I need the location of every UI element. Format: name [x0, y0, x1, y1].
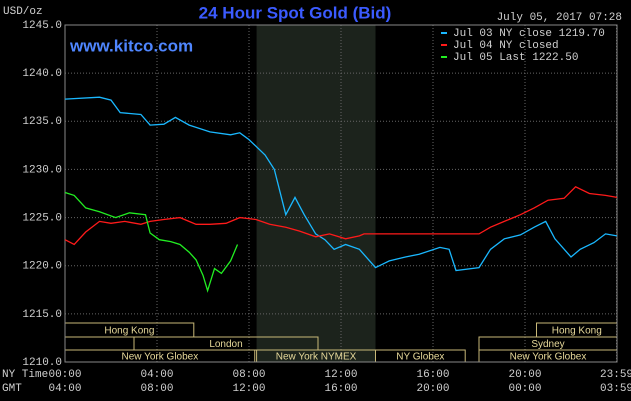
- session-label: Sydney: [531, 339, 564, 350]
- y-tick-label: 1245.0: [22, 20, 62, 32]
- y-tick-label: 1240.0: [22, 68, 62, 80]
- plot: 1210.0 1215.0 1220.0 1225.0 1230.0 1235.0 1240…: [2, 20, 631, 395]
- x-tick-label: 12:00: [324, 369, 357, 381]
- gmt-tick-label: 08:00: [140, 383, 173, 395]
- x-tick-label: 08:00: [232, 369, 265, 381]
- timestamp: July 05, 2017 07:28: [497, 12, 622, 24]
- x-row-label: NY Time: [2, 369, 48, 381]
- gmt-tick-label: 03:59: [600, 383, 631, 395]
- session-label: NY Globex: [396, 352, 444, 363]
- session-label: New York NYMEX: [276, 352, 357, 363]
- legend-label: Jul 04 NY closed: [453, 40, 559, 52]
- legend-label: Jul 05 Last 1222.50: [453, 52, 578, 64]
- y-tick-label: 1220.0: [22, 261, 62, 273]
- session-shade: [256, 25, 376, 362]
- session-label: London: [209, 339, 242, 350]
- x-tick-label: 16:00: [416, 369, 449, 381]
- gmt-tick-label: 00:00: [508, 383, 541, 395]
- x-row-label: GMT: [2, 383, 22, 395]
- plot-border: [64, 24, 618, 363]
- x-tick-label: 04:00: [140, 369, 173, 381]
- session-label: Hong Kong: [104, 326, 154, 337]
- x-tick-label: 23:59: [600, 369, 631, 381]
- y-tick-label: 1225.0: [22, 212, 62, 224]
- unit-label: USD/oz: [3, 6, 43, 18]
- series-line: [64, 186, 618, 246]
- y-tick-label: 1235.0: [22, 116, 62, 128]
- y-tick-label: 1230.0: [22, 164, 62, 176]
- series-line: [64, 191, 239, 293]
- y-tick-label: 1210.0: [22, 357, 62, 369]
- gmt-tick-label: 12:00: [232, 383, 265, 395]
- session-label: Hong Kong: [552, 326, 602, 337]
- site-label: www.kitco.com: [69, 36, 193, 55]
- session-label: New York Globex: [510, 352, 587, 363]
- y-tick-label: 1215.0: [22, 309, 62, 321]
- session-label: New York Globex: [122, 352, 199, 363]
- series-line: [64, 96, 618, 272]
- gmt-tick-label: 16:00: [324, 383, 357, 395]
- x-tick-label: 20:00: [508, 369, 541, 381]
- legend-label: Jul 03 NY close 1219.70: [453, 28, 605, 40]
- x-tick-label: 00:00: [48, 369, 81, 381]
- gmt-tick-label: 04:00: [48, 383, 81, 395]
- chart-title: 24 Hour Spot Gold (Bid): [199, 3, 392, 22]
- gmt-tick-label: 20:00: [416, 383, 449, 395]
